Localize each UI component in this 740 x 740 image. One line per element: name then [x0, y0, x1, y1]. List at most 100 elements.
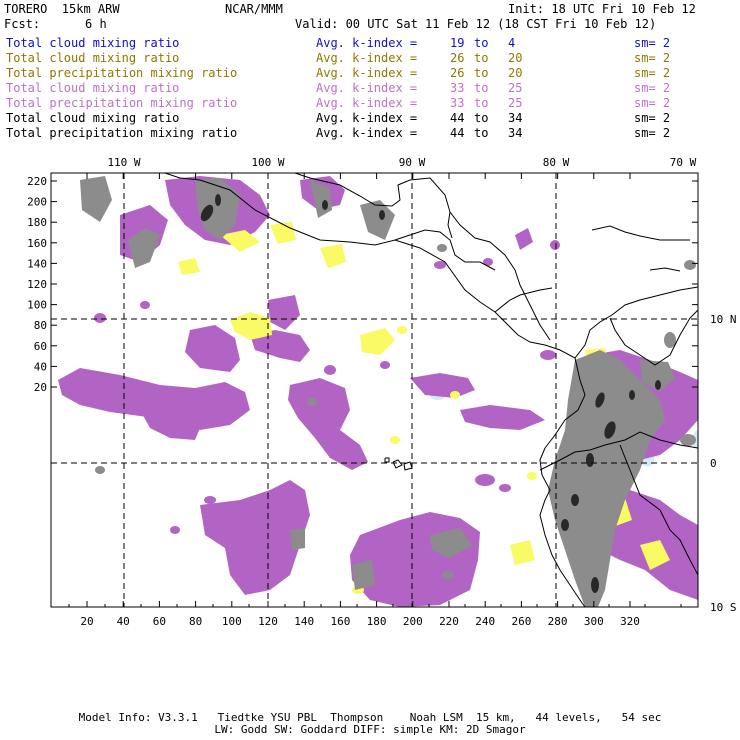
purple-cloud-patch [326, 387, 334, 393]
gray-cloud-patch [684, 260, 696, 270]
legend-from: 26 [450, 66, 465, 80]
legend-smoothing: sm= 2 [634, 66, 671, 80]
yellow-precip-patch [527, 472, 537, 480]
legend-to-word: to [474, 81, 489, 95]
legend-from: 33 [450, 81, 465, 95]
yellow-precip-region [320, 244, 346, 268]
longitude-label: 110 W [107, 156, 140, 169]
legend-field: Total cloud mixing ratio [6, 81, 180, 95]
purple-cloud-patch [380, 361, 390, 369]
footer-physics-info: LW: Godd SW: Goddard DIFF: simple KM: 2D… [214, 723, 526, 736]
legend-to-word: to [474, 96, 489, 110]
legend-index-label: Avg. k-index = [316, 81, 418, 95]
ecuador-peru-border [539, 431, 698, 471]
y-tick-label: 220 [27, 175, 47, 188]
gray-cloud-patch [664, 332, 676, 348]
purple-cloud-region [200, 480, 310, 595]
central-america-border [447, 211, 453, 239]
caribbean-island [649, 267, 681, 272]
x-tick-label: 180 [367, 615, 387, 628]
y-tick-label: 140 [27, 257, 47, 270]
legend-to: 34 [508, 111, 523, 125]
legend-to: 20 [508, 66, 523, 80]
purple-cloud-region [350, 512, 480, 607]
longitude-label: 90 W [399, 156, 426, 169]
purple-cloud-region [460, 405, 545, 430]
gray-cloud-region [430, 528, 472, 558]
gray-cloud-region [195, 178, 240, 240]
dark-cloud-core [379, 210, 385, 220]
purple-cloud-patch [94, 313, 106, 323]
dark-cloud-core [322, 200, 328, 210]
dark-cloud-core [200, 204, 214, 222]
y-tick-label: 120 [27, 278, 47, 291]
caribbean-island [591, 225, 690, 241]
y-tick-label: 180 [27, 216, 47, 229]
gray-cloud-patch [442, 571, 454, 579]
legend-to: 4 [508, 36, 516, 50]
legend-index-label: Avg. k-index = [316, 51, 418, 65]
dark-cloud-core [595, 392, 605, 408]
x-tick-label: 260 [511, 615, 531, 628]
legend-smoothing: sm= 2 [634, 111, 671, 125]
x-tick-label: 20 [80, 615, 93, 628]
legend-index-label: Avg. k-index = [316, 66, 418, 80]
legend-smoothing: sm= 2 [634, 36, 671, 50]
y-tick-label: 200 [27, 196, 47, 209]
yellow-precip-region [270, 222, 296, 244]
valid-time: Valid: 00 UTC Sat 11 Feb 12 (18 CST Fri … [295, 17, 657, 31]
gulf-coastline [294, 173, 551, 341]
dark-cloud-core [604, 421, 616, 439]
purple-cloud-region [58, 368, 250, 430]
latitude-label: 10 S [710, 601, 737, 614]
init-time: Init: 18 UTC Fri 10 Feb 12 [508, 2, 696, 16]
purple-cloud-patch [483, 258, 493, 266]
purple-cloud-patch [204, 496, 216, 504]
gray-cloud-region [360, 200, 395, 240]
legend-to-word: to [474, 111, 489, 125]
x-tick-label: 280 [548, 615, 568, 628]
peru-brazil-border [619, 444, 698, 576]
legend-from: 33 [450, 96, 465, 110]
legend-field: Total precipitation mixing ratio [6, 126, 238, 140]
y-tick-label: 40 [34, 360, 47, 373]
legend-to: 25 [508, 81, 523, 95]
legend-index-label: Avg. k-index = [316, 96, 418, 110]
colombia-venezuela-border [609, 309, 698, 366]
purple-cloud-patch [434, 261, 446, 269]
purple-cloud-patch [140, 301, 150, 309]
forecast-label: Fcst: [4, 17, 41, 31]
gray-cloud-region [352, 560, 375, 590]
legend-from: 44 [450, 111, 465, 125]
model-title: TORERO 15km ARW [4, 2, 120, 16]
footer-model-info: Model Info: V3.3.1 Tiedtke YSU PBL Thomp… [78, 711, 662, 724]
x-tick-label: 220 [439, 615, 459, 628]
yellow-precip-region [360, 328, 395, 355]
legend-to-word: to [474, 51, 489, 65]
legend-field: Total cloud mixing ratio [6, 36, 180, 50]
x-tick-label: 160 [330, 615, 350, 628]
yucatan-border [494, 287, 553, 313]
yellow-precip-region [230, 312, 272, 340]
purple-cloud-region [250, 330, 310, 362]
legend-smoothing: sm= 2 [634, 81, 671, 95]
legend-field: Total precipitation mixing ratio [6, 96, 238, 110]
coastline-layer [164, 173, 698, 607]
dark-cloud-core [629, 390, 635, 400]
purple-cloud-region [268, 295, 300, 330]
purple-cloud-patch [499, 484, 511, 492]
x-tick-label: 200 [403, 615, 423, 628]
yellow-precip-patch [397, 326, 407, 334]
legend-to-word: to [474, 66, 489, 80]
purple-cloud-patch [170, 526, 180, 534]
gray-cloud-region [640, 360, 675, 392]
x-tick-label: 300 [584, 615, 604, 628]
ecuador-coast [539, 447, 586, 607]
latitude-label: 0 [710, 457, 717, 470]
legend-field: Total cloud mixing ratio [6, 111, 180, 125]
yellow-precip-region [220, 230, 260, 252]
dark-cloud-core [591, 577, 599, 593]
legend-field: Total precipitation mixing ratio [6, 66, 238, 80]
legend-field: Total cloud mixing ratio [6, 51, 180, 65]
gray-cloud-region [548, 350, 665, 607]
